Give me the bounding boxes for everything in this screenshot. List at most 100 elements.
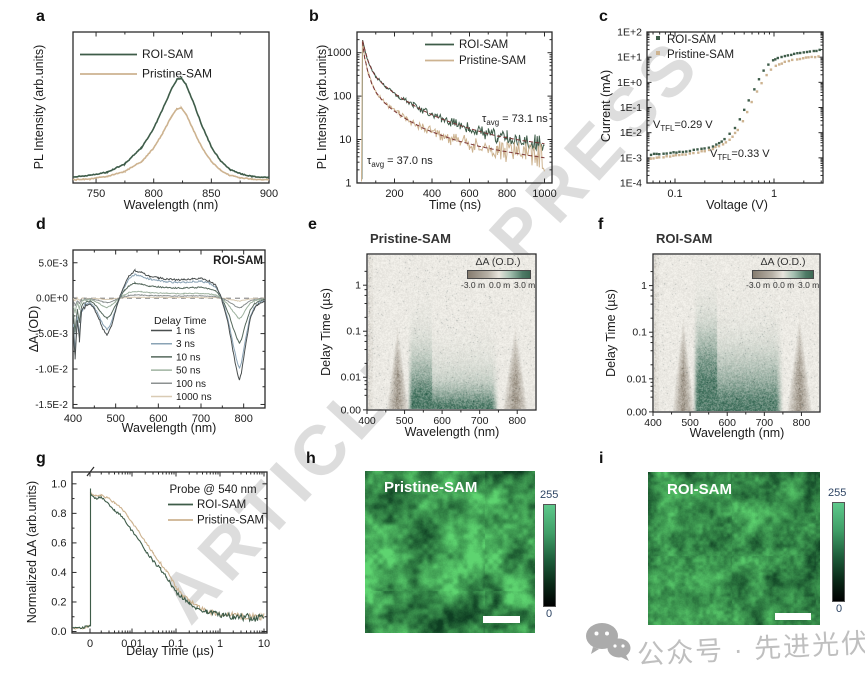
legend-label: 10 ns <box>176 352 200 363</box>
tick-label: 600 <box>433 415 451 427</box>
colorbar-tick: 0.0 m <box>773 280 795 290</box>
pristine-sam-points <box>681 153 684 156</box>
y-axis-label-g: Normalized ΔA (arb.units) <box>25 480 39 624</box>
tick-label: 0.0 <box>51 626 66 638</box>
panel-label-a: a <box>36 8 45 25</box>
pristine-sam-points <box>672 154 675 157</box>
panel-label-c: c <box>599 8 608 25</box>
roi-sam-points <box>780 55 783 59</box>
roi-sam-points <box>790 53 793 57</box>
tick-label: 5.0E-3 <box>39 258 69 269</box>
chart-ta-spectra: 400 500 600 700 800 5.0E-3 0.0E+0 -5.0E-3 -1.0E-… <box>35 249 266 425</box>
pristine-sam-points <box>813 55 817 59</box>
tick-label: 500 <box>106 413 124 425</box>
pristine-sam-points <box>769 68 773 71</box>
tick-label: 0.8 <box>51 508 66 520</box>
micrograph-roi-sam <box>648 472 820 625</box>
tick-label: -1.0E-2 <box>35 365 68 376</box>
tick-label: 0.6 <box>51 537 66 549</box>
tick-label: 700 <box>192 413 210 425</box>
pristine-sam-points <box>745 110 749 114</box>
roi-sam-points <box>743 108 746 112</box>
roi-sam-points <box>767 63 770 66</box>
roi-sam-points <box>700 147 703 150</box>
colorbar-f <box>752 270 814 279</box>
roi-sam-points <box>796 52 799 55</box>
delay-curve-3ns <box>73 273 265 369</box>
pristine-sam-points <box>807 56 810 59</box>
annotation: VTFL=0.33 V <box>710 148 770 162</box>
scale-bar-i <box>775 613 811 620</box>
x-axis-label-g: Delay Time (µs) <box>126 644 214 658</box>
legend-label: Pristine-SAM <box>197 515 264 527</box>
y-axis-label-f: Delay Time (µs) <box>604 289 618 377</box>
delay-curve-10ns <box>73 281 265 344</box>
roi-sam-points <box>703 147 706 150</box>
pristine-sam-points <box>707 148 711 152</box>
tick-label: 500 <box>396 415 414 427</box>
panel-label-i: i <box>599 450 604 467</box>
pristine-sam-points <box>717 144 721 148</box>
chart-pl-spectrum: 750 800 850 900 ROI-SAM Pristine-SAM <box>72 31 278 200</box>
tick-label: 0.01 <box>341 372 362 384</box>
pristine-sam-points <box>804 56 808 59</box>
tick-label: 0.1 <box>168 638 183 650</box>
roi-sam-points <box>776 56 780 60</box>
micrograph-label-i: ROI-SAM <box>667 481 732 498</box>
tick-label: 400 <box>644 417 662 429</box>
roi-sam-points <box>747 99 750 102</box>
pristine-sam-kinetic <box>72 491 265 630</box>
y-axis-label-a: PL Intensity (arb.units) <box>32 44 46 170</box>
legend-label: Pristine-SAM <box>142 67 212 81</box>
pristine-sam-points <box>765 73 768 77</box>
wechat-icon <box>586 623 631 661</box>
roi-sam-points <box>669 151 672 155</box>
ta-map-roi-sam <box>654 255 819 411</box>
roi-sam-points <box>672 151 675 154</box>
legend-label: ROI-SAM <box>459 39 508 51</box>
y-axis-label-b: PL Intensity (arb.units) <box>315 44 329 170</box>
pristine-sam-points <box>760 81 763 85</box>
roi-sam-points <box>808 50 812 53</box>
roi-sam-points <box>711 145 715 148</box>
delay-curve-1000ns <box>73 296 265 302</box>
wechat-watermark-text: 公众号 · 先进光伏 <box>636 627 865 671</box>
ta-map-pristine-sam <box>368 255 535 409</box>
tick-label: 900 <box>260 188 278 200</box>
y-axis-label-d: ΔA (OD) <box>27 305 41 353</box>
roi-sam-points <box>786 54 790 57</box>
delay-curve-1ns <box>73 268 265 381</box>
tick-label: 600 <box>149 413 167 425</box>
pristine-sam-points <box>688 152 692 155</box>
chart-sclc: 0.1 1 1E+2 1E+1 1E+0 1E-1 1E-2 1E-3 1E-4 ROI-SAM P… <box>617 27 824 200</box>
legend-title: Delay Time <box>154 315 207 327</box>
tick-label: 0.1 <box>346 326 361 338</box>
tick-label: 200 <box>385 188 403 200</box>
pristine-sam-points <box>733 131 737 135</box>
roi-sam-points <box>649 153 653 157</box>
pristine-sam-points <box>668 155 672 158</box>
panel-label-d: d <box>36 216 46 233</box>
tick-label: 1.0 <box>51 478 66 490</box>
annotation: VTFL=0.29 V <box>653 119 713 133</box>
legend-label: 100 ns <box>176 379 206 390</box>
roi-sam-points <box>717 141 721 145</box>
colorbar-i <box>832 502 845 602</box>
annotation: τavg = 37.0 ns <box>367 155 433 169</box>
plot-frame <box>72 31 270 184</box>
pristine-sam-points <box>798 57 802 61</box>
colorbar-tick: 3.0 m <box>798 280 820 290</box>
pristine-sam-points <box>774 64 778 68</box>
tick-label: 0.01 <box>121 638 142 650</box>
roi-sam-points <box>757 78 761 81</box>
pristine-sam-points <box>703 150 706 153</box>
in-plot-title: ROI-SAM <box>213 255 263 267</box>
pristine-sam-points <box>755 90 759 93</box>
pristine-sam-points <box>721 143 725 146</box>
roi-sam-points <box>681 150 685 154</box>
tick-label: 10 <box>339 134 351 146</box>
panel-label-f: f <box>598 216 604 233</box>
legend-label: 1 ns <box>176 326 195 337</box>
tick-label: 0 <box>87 638 93 650</box>
tick-label: 1000 <box>532 188 556 200</box>
